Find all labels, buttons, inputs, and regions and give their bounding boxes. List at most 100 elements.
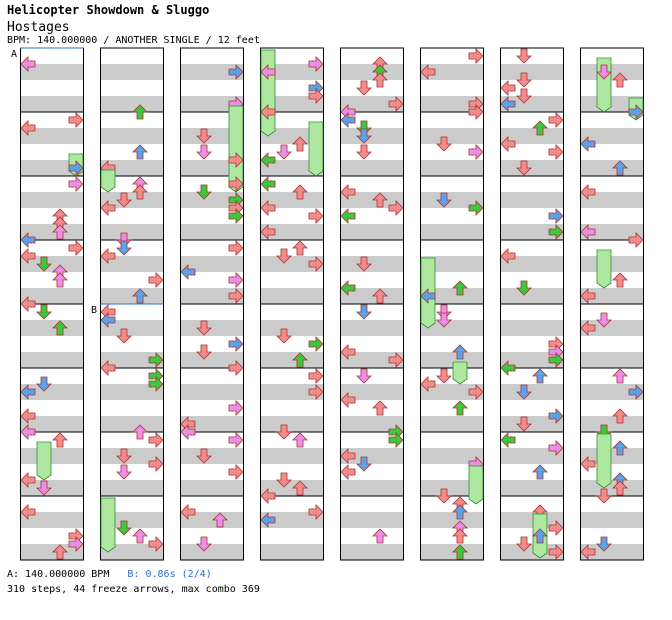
arrow-shape — [436, 368, 452, 384]
arrow-shape — [212, 512, 228, 528]
step-arrow — [548, 408, 564, 424]
arrow-shape — [436, 192, 452, 208]
arrow-shape — [52, 224, 68, 240]
beat-stripe — [100, 256, 164, 272]
step-arrow — [228, 464, 244, 480]
arrow-shape — [580, 544, 596, 560]
arrow-shape — [356, 120, 372, 136]
arrow-shape — [628, 104, 644, 120]
step-arrow — [20, 424, 36, 440]
arrow-shape — [548, 352, 564, 368]
arrow-shape — [148, 432, 164, 448]
step-arrow — [356, 256, 372, 272]
arrow-shape — [116, 192, 132, 208]
arrow-shape — [228, 176, 244, 192]
step-arrow — [516, 280, 532, 296]
step-arrow — [388, 200, 404, 216]
step-arrow — [308, 368, 324, 384]
beat-stripe — [420, 224, 484, 240]
step-arrow — [308, 208, 324, 224]
arrow-shape — [436, 312, 452, 328]
step-arrow — [276, 424, 292, 440]
beat-stripe — [180, 512, 244, 528]
arrow-shape — [276, 472, 292, 488]
step-arrow — [260, 488, 276, 504]
arrow-shape — [420, 376, 436, 392]
step-arrow — [452, 528, 468, 544]
beat-stripe — [180, 416, 244, 432]
arrow-shape — [132, 144, 148, 160]
step-arrow — [468, 48, 484, 64]
beat-stripe — [180, 384, 244, 400]
step-arrow — [612, 272, 628, 288]
beat-stripe — [420, 64, 484, 80]
beat-stripe — [20, 160, 84, 176]
note-column — [340, 56, 404, 544]
arrow-shape — [260, 512, 276, 528]
arrow-shape — [612, 72, 628, 88]
arrow-shape — [228, 400, 244, 416]
arrow-shape — [628, 384, 644, 400]
arrow-shape — [580, 288, 596, 304]
beat-stripe — [340, 416, 404, 432]
step-arrow — [52, 544, 68, 560]
arrow-shape — [260, 200, 276, 216]
arrow-shape — [20, 504, 36, 520]
step-arrow — [68, 112, 84, 128]
step-arrow — [20, 56, 36, 72]
step-arrow — [292, 136, 308, 152]
step-arrow — [52, 272, 68, 288]
arrow-shape — [548, 440, 564, 456]
step-arrow — [452, 544, 468, 560]
beat-stripe — [180, 160, 244, 176]
step-arrow — [500, 248, 516, 264]
arrow-shape — [116, 232, 132, 248]
beat-stripe — [260, 320, 324, 336]
step-arrow — [356, 368, 372, 384]
step-arrow — [500, 136, 516, 152]
beat-stripe — [580, 128, 644, 144]
arrow-shape — [20, 424, 36, 440]
arrow-shape — [356, 80, 372, 96]
arrow-shape — [420, 64, 436, 80]
beat-stripe — [340, 288, 404, 304]
arrow-shape — [452, 544, 468, 560]
beat-stripe — [340, 192, 404, 208]
step-arrow — [292, 352, 308, 368]
step-arrow — [196, 320, 212, 336]
beat-stripe — [420, 352, 484, 368]
step-arrow — [548, 440, 564, 456]
step-arrow — [180, 424, 196, 440]
step-arrow — [276, 328, 292, 344]
beat-stripe — [500, 512, 564, 528]
beat-stripe — [420, 160, 484, 176]
step-arrow — [340, 344, 356, 360]
beat-stripe — [20, 288, 84, 304]
beat-stripe — [180, 544, 244, 560]
step-arrow — [260, 64, 276, 80]
arrow-shape — [292, 136, 308, 152]
beat-stripe — [580, 384, 644, 400]
arrow-shape — [36, 480, 52, 496]
arrow-shape — [260, 104, 276, 120]
arrow-shape — [68, 160, 84, 176]
step-arrow — [132, 104, 148, 120]
arrow-shape — [20, 120, 36, 136]
step-arrow — [516, 536, 532, 552]
step-arrow — [596, 64, 612, 80]
arrow-shape — [500, 80, 516, 96]
arrow-shape — [68, 240, 84, 256]
step-arrow — [516, 416, 532, 432]
step-arrow — [20, 504, 36, 520]
arrow-shape — [436, 136, 452, 152]
arrow-shape — [340, 344, 356, 360]
arrow-shape — [196, 144, 212, 160]
step-arrow — [612, 160, 628, 176]
arrow-shape — [308, 384, 324, 400]
beat-stripe — [260, 256, 324, 272]
step-arrow — [612, 440, 628, 456]
arrow-shape — [20, 296, 36, 312]
step-arrow — [20, 472, 36, 488]
arrow-shape — [260, 488, 276, 504]
beat-stripe — [180, 288, 244, 304]
